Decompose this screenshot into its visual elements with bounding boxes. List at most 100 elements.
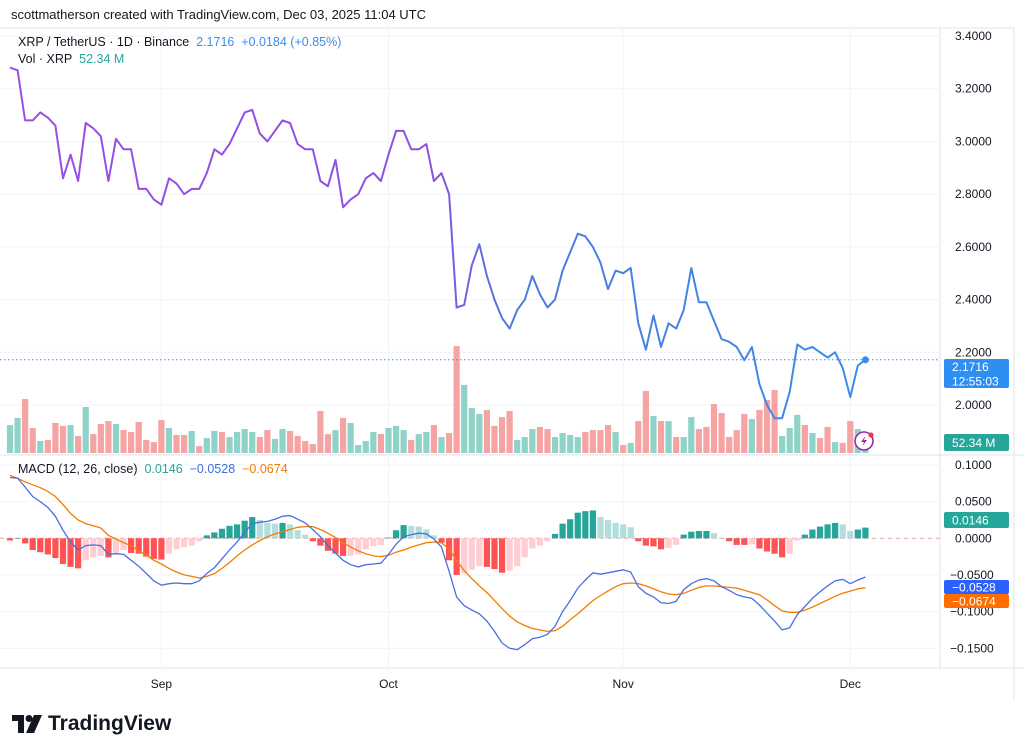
macd-histogram-bar <box>309 538 316 542</box>
macd-histogram-bar <box>521 538 528 558</box>
volume-bar <box>794 414 801 453</box>
volume-value: 52.34 M <box>79 52 125 66</box>
price-tick-label: 2.8000 <box>955 187 992 201</box>
volume-bar <box>112 424 120 453</box>
volume-bar <box>453 346 460 453</box>
macd-histogram-bar <box>794 538 801 541</box>
volume-bar <box>521 437 528 453</box>
macd-line-value: −0.0528 <box>189 462 236 476</box>
tradingview-logo[interactable]: TradingView <box>12 712 171 736</box>
macd-histogram-bar <box>824 524 831 539</box>
volume-bar <box>355 445 362 453</box>
volume-bar <box>302 441 309 453</box>
volume-bar <box>82 406 89 453</box>
volume-bar <box>544 429 551 453</box>
price-change: +0.0184 (+0.85%) <box>241 35 342 49</box>
volume-bar <box>567 434 574 453</box>
volume-bar <box>604 425 612 453</box>
lightning-icon[interactable] <box>854 431 874 451</box>
volume-bar <box>339 417 347 453</box>
macd-histogram-bar <box>256 519 263 539</box>
volume-bar <box>582 431 589 453</box>
macd-histogram-bar <box>491 538 498 570</box>
macd-histogram-bar <box>143 538 150 557</box>
volume-tag-text: 52.34 M <box>952 436 995 450</box>
price-line <box>9 66 866 420</box>
volume-bar <box>150 442 157 453</box>
macd-histogram-bar <box>430 535 438 539</box>
symbol-title[interactable]: XRP / TetherUS · 1D · Binance <box>18 35 190 49</box>
histogram-tag <box>944 512 1009 528</box>
volume-bar <box>423 431 430 453</box>
macd-tick-label: 0.1000 <box>955 458 992 472</box>
volume-bar <box>665 421 672 453</box>
macd-histogram-bar <box>264 522 271 539</box>
volume-bar <box>476 413 483 453</box>
macd-histogram-bar <box>90 538 97 558</box>
volume-bar <box>748 418 755 453</box>
price-tick-label: 3.4000 <box>955 29 992 43</box>
volume-bar <box>196 446 203 453</box>
volume-bar <box>408 439 415 453</box>
volume-bar <box>771 389 778 453</box>
volume-bar <box>29 428 36 453</box>
volume-bar <box>105 421 112 453</box>
volume-bar <box>234 431 241 453</box>
volume-bar <box>22 399 29 453</box>
macd-histogram-bar <box>415 526 422 539</box>
macd-histogram-bar <box>249 517 256 539</box>
price-tick-label: 2.4000 <box>955 293 992 307</box>
volume-bar <box>695 429 702 453</box>
macd-title[interactable]: MACD (12, 26, close) <box>18 462 138 476</box>
volume-bar <box>128 431 135 453</box>
volume-bar <box>801 425 808 453</box>
macd-histogram-bar <box>241 520 248 539</box>
volume-bar <box>211 430 218 453</box>
macd-histogram-bar <box>604 519 612 539</box>
price-tick-label: 2.0000 <box>955 398 992 412</box>
volume-bar <box>6 425 14 453</box>
signal-tag <box>944 594 1009 608</box>
macd-histogram-bar <box>597 517 604 539</box>
macd-histogram-bar <box>362 538 369 550</box>
volume-bar <box>203 438 210 453</box>
volume-bar <box>635 421 642 453</box>
macd-histogram-bar <box>75 538 82 569</box>
macd-histogram-value: 0.0146 <box>144 462 183 476</box>
macd-histogram-bar <box>657 538 665 550</box>
macd-histogram-bar <box>627 527 634 539</box>
macd-histogram-bar <box>438 538 445 543</box>
macd-histogram-bar <box>135 538 142 554</box>
macd-histogram-bar <box>332 538 339 554</box>
macd-histogram-bar <box>294 530 301 539</box>
macd-histogram-bar <box>854 529 861 539</box>
volume-bar <box>468 408 475 453</box>
volume-bar <box>612 431 619 453</box>
volume-bar <box>506 410 513 453</box>
volume-bar <box>657 421 665 453</box>
macd-histogram-bar <box>536 538 543 546</box>
macd-histogram-bar <box>461 538 468 574</box>
macd-histogram-bar <box>324 538 332 551</box>
macd-histogram-bar <box>6 538 14 541</box>
volume-label[interactable]: Vol · XRP <box>18 52 73 66</box>
volume-bar <box>279 429 286 453</box>
macd-histogram-bar <box>370 538 377 547</box>
price-tag <box>944 359 1009 388</box>
macd-histogram-bar <box>203 535 210 539</box>
macd-histogram-bar <box>150 538 157 559</box>
macd-histogram-bar <box>756 538 763 549</box>
macd-histogram-bar <box>158 538 165 560</box>
macd-histogram-bar <box>339 538 347 556</box>
price-tick-label: 2.6000 <box>955 240 992 254</box>
volume-bar <box>445 433 453 453</box>
macd-histogram-bar <box>559 523 566 539</box>
axes: 3.4000 3.2000 3.0000 2.8000 2.6000 2.4000 2.20… <box>151 29 994 691</box>
macd-histogram-bar <box>226 525 233 539</box>
macd-tag-text: −0.0528 <box>952 581 996 595</box>
volume-bar <box>536 426 543 453</box>
volume-bar <box>400 430 407 453</box>
volume-bar <box>620 445 627 453</box>
macd-histogram-bar <box>771 538 778 554</box>
